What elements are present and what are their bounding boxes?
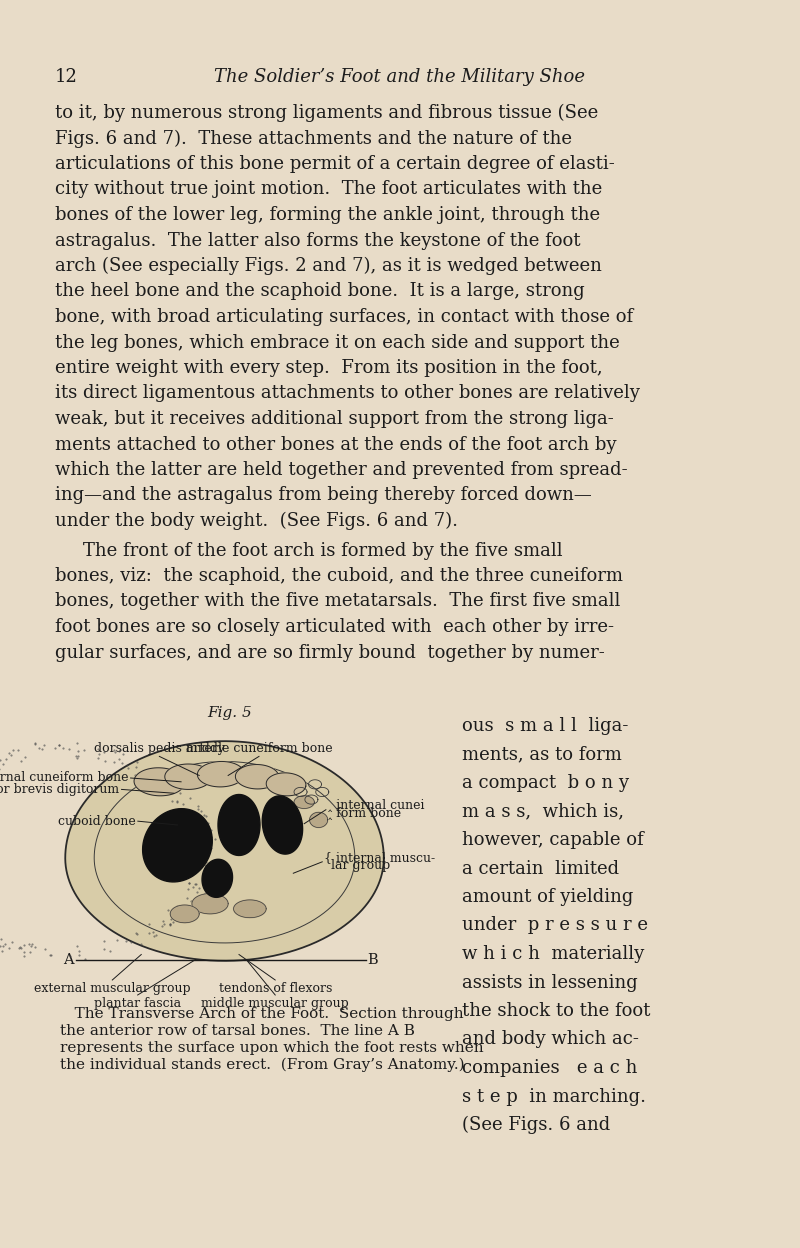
Text: foot bones are so closely articulated with  each other by irre-: foot bones are so closely articulated wi… [55,618,614,636]
Polygon shape [202,860,233,897]
Polygon shape [262,796,302,854]
Text: Figs. 6 and 7).  These attachments and the nature of the: Figs. 6 and 7). These attachments and th… [55,130,572,147]
Polygon shape [235,765,278,789]
Text: Fig. 5: Fig. 5 [208,706,252,720]
Text: bone, with broad articulating surfaces, in contact with those of: bone, with broad articulating surfaces, … [55,308,633,326]
Text: gular surfaces, and are so firmly bound  together by numer-: gular surfaces, and are so firmly bound … [55,644,605,661]
Text: weak, but it receives additional support from the strong liga-: weak, but it receives additional support… [55,411,614,428]
Text: ments, as to form: ments, as to form [462,745,622,764]
Text: arch (See especially Figs. 2 and 7), as it is wedged between: arch (See especially Figs. 2 and 7), as … [55,257,602,275]
Text: a compact  b o n y: a compact b o n y [462,774,629,792]
Text: cuboid bone: cuboid bone [58,815,136,827]
Text: a certain  limited: a certain limited [462,860,619,877]
Text: external cuneiform bone: external cuneiform bone [0,771,129,785]
Polygon shape [310,812,328,827]
Text: astragalus.  The latter also forms the keystone of the foot: astragalus. The latter also forms the ke… [55,231,581,250]
Text: ‸ form bone: ‸ form bone [328,807,401,820]
Text: ing—and the astragalus from being thereby forced down—: ing—and the astragalus from being thereb… [55,487,592,504]
Text: external muscular group: external muscular group [34,982,190,995]
Text: represents the surface upon which the foot rests when: represents the surface upon which the fo… [60,1041,484,1055]
Text: (See Figs. 6 and: (See Figs. 6 and [462,1116,610,1134]
Text: and body which ac-: and body which ac- [462,1031,639,1048]
Polygon shape [266,773,306,796]
Text: dorsalis pedis artery: dorsalis pedis artery [94,743,225,755]
Text: the shock to the foot: the shock to the foot [462,1002,650,1020]
Text: the heel bone and the scaphoid bone.  It is a large, strong: the heel bone and the scaphoid bone. It … [55,282,585,301]
Text: city without true joint motion.  The foot articulates with the: city without true joint motion. The foot… [55,181,602,198]
Text: under the body weight.  (See Figs. 6 and 7).: under the body weight. (See Figs. 6 and … [55,512,458,530]
Text: its direct ligamentous attachments to other bones are relatively: its direct ligamentous attachments to ot… [55,384,640,403]
Text: articulations of this bone permit of a certain degree of elasti-: articulations of this bone permit of a c… [55,155,614,173]
Text: middle cuneiform bone: middle cuneiform bone [186,743,332,755]
Text: m a s s,  which is,: m a s s, which is, [462,802,624,820]
Text: bones, viz:  the scaphoid, the cuboid, and the three cuneiform: bones, viz: the scaphoid, the cuboid, an… [55,567,623,585]
Text: to it, by numerous strong ligaments and fibrous tissue (See: to it, by numerous strong ligaments and … [55,104,598,122]
Text: entire weight with every step.  From its position in the foot,: entire weight with every step. From its … [55,359,602,377]
Text: The Transverse Arch of the Foot.  Section through: The Transverse Arch of the Foot. Section… [60,1007,464,1021]
Text: tendons of flexors: tendons of flexors [218,982,332,995]
Text: the individual stands erect.  (From Gray’s Anatomy.): the individual stands erect. (From Gray’… [60,1057,465,1072]
Text: ments attached to other bones at the ends of the foot arch by: ments attached to other bones at the end… [55,436,617,453]
Text: under  p r e s s u r e: under p r e s s u r e [462,916,648,935]
Text: A: A [63,953,74,967]
Text: The Soldier’s Foot and the Military Shoe: The Soldier’s Foot and the Military Shoe [214,67,586,86]
Text: bones of the lower leg, forming the ankle joint, through the: bones of the lower leg, forming the ankl… [55,206,600,223]
Polygon shape [170,905,199,922]
Text: plantar fascia: plantar fascia [94,997,182,1010]
Polygon shape [192,894,228,914]
Text: lar group: lar group [331,859,390,872]
Text: companies   e a c h: companies e a c h [462,1060,638,1077]
Text: ous  s m a l l  liga-: ous s m a l l liga- [462,718,628,735]
Text: the leg bones, which embrace it on each side and support the: the leg bones, which embrace it on each … [55,333,620,352]
Text: amount of yielding: amount of yielding [462,889,634,906]
Polygon shape [66,741,384,961]
Text: w h i c h  materially: w h i c h materially [462,945,644,963]
Text: assists in lessening: assists in lessening [462,973,638,991]
Text: bones, together with the five metatarsals.  The first five small: bones, together with the five metatarsal… [55,593,620,610]
Polygon shape [234,900,266,917]
Polygon shape [142,809,212,882]
Text: B: B [368,953,378,967]
Text: 12: 12 [55,67,78,86]
Polygon shape [198,761,244,787]
Text: the anterior row of tarsal bones.  The line A B: the anterior row of tarsal bones. The li… [60,1025,415,1038]
Polygon shape [294,796,314,809]
Text: extensor brevis digitorum: extensor brevis digitorum [0,782,119,796]
Polygon shape [218,795,260,855]
Text: s t e p  in marching.: s t e p in marching. [462,1087,646,1106]
Polygon shape [165,764,212,790]
Text: however, capable of: however, capable of [462,831,644,849]
Text: which the latter are held together and prevented from spread-: which the latter are held together and p… [55,461,628,479]
Text: middle muscular group: middle muscular group [202,997,349,1010]
Text: ‸ internal cunei: ‸ internal cunei [328,800,424,812]
Text: The front of the foot arch is formed by the five small: The front of the foot arch is formed by … [83,542,562,559]
Polygon shape [134,768,185,796]
Text: { internal muscu-: { internal muscu- [324,851,435,865]
